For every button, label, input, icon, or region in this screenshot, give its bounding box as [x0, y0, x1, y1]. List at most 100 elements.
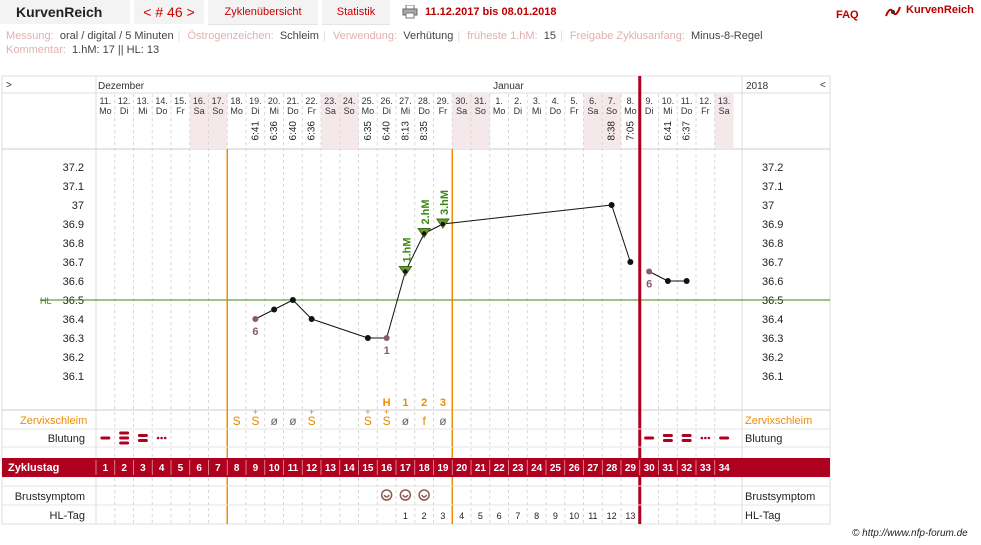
cycle-navigation[interactable]: < # 46 > [134, 0, 204, 24]
day-weekday: Do [418, 106, 430, 116]
temp-point [308, 316, 315, 322]
mucus-plus: + [253, 407, 258, 417]
faq-link[interactable]: FAQ [836, 9, 859, 21]
mucus-symbol: S [251, 414, 259, 428]
frueheste-value: 15 [543, 30, 556, 42]
cycle-day-number: 13 [325, 463, 337, 474]
measure-time: 6:40 [382, 121, 393, 141]
freigabe-value: Minus-8-Regel [691, 30, 763, 42]
y-tick-right: 36.9 [762, 219, 783, 231]
day-weekday: Di [514, 106, 523, 116]
day-date: 24. [343, 96, 356, 106]
temp-point [440, 221, 446, 227]
day-date: 28. [418, 96, 431, 106]
weekend-shade [471, 94, 490, 149]
cycle-day-number: 12 [306, 463, 318, 474]
nav-prev-arrow[interactable]: > [6, 80, 12, 91]
cycle-day-number: 1 [103, 463, 109, 474]
bleeding-spotting-dot [156, 436, 160, 440]
breast-symptom-icon [418, 489, 430, 501]
breast-symptom-icon [380, 489, 393, 501]
month-label-december: Dezember [98, 81, 145, 92]
temp-point [403, 269, 408, 274]
day-date: 15. [174, 96, 187, 106]
day-weekday: Di [382, 106, 391, 116]
day-weekday: Mi [269, 106, 279, 116]
day-date: 11. [99, 96, 111, 106]
temp-point [608, 202, 615, 208]
bleeding-bar [644, 436, 655, 440]
day-weekday: Mi [663, 106, 673, 116]
day-date: 13. [137, 96, 150, 106]
hm-label: 1.hM [401, 237, 413, 262]
temp-line-segment [611, 204, 631, 263]
bleeding-bar [662, 434, 673, 437]
day-weekday: So [606, 106, 617, 116]
day-date: 9. [645, 96, 653, 106]
hm-label: 3.hM [439, 190, 451, 215]
mucus-symbol: ø [289, 414, 297, 428]
day-weekday: Do [287, 106, 299, 116]
cycle-day-number: 34 [719, 463, 731, 474]
measure-time: 7:05 [625, 121, 636, 141]
day-weekday: Sa [719, 106, 730, 116]
cycle-day-number: 30 [644, 463, 656, 474]
cycle-day-number: 6 [196, 463, 202, 474]
bleeding-spotting-dot [707, 436, 711, 440]
day-weekday: Mi [532, 106, 542, 116]
nav-next-arrow[interactable]: < [820, 80, 826, 91]
messung-value: oral / digital / 5 Minuten [59, 30, 174, 42]
day-weekday: Mi [138, 106, 148, 116]
day-weekday: Sa [194, 106, 205, 116]
temp-line-segment [255, 309, 275, 320]
cycle-day-band [2, 458, 830, 477]
measure-time: 8:13 [400, 121, 411, 141]
day-weekday: Sa [456, 106, 467, 116]
y-tick-left: 36.6 [63, 276, 84, 288]
day-weekday: Di [251, 106, 260, 116]
day-date: 5. [570, 96, 578, 106]
year-label: 2018 [746, 81, 769, 92]
y-tick-left: 36.1 [63, 371, 84, 383]
cycle-day-number: 15 [362, 463, 374, 474]
mucus-symbol: ø [439, 414, 447, 428]
measure-time: 6:40 [288, 121, 299, 141]
exclusion-reason: 1 [384, 345, 390, 357]
bleeding-label-left: Blutung [48, 433, 85, 445]
y-tick-left: 36.7 [63, 257, 84, 269]
bleeding-label-right: Blutung [745, 433, 782, 445]
cycle-day-number: 22 [494, 463, 506, 474]
peak-marker: 3 [440, 397, 446, 409]
cycle-day-number: 5 [178, 463, 184, 474]
breast-symptom-icon-mark [420, 494, 428, 498]
weekend-shade [714, 94, 734, 149]
hl-day-number: 10 [569, 511, 579, 521]
hl-day-number: 11 [588, 511, 597, 521]
hl-day-number: 7 [515, 511, 520, 521]
cycle-day-number: 29 [625, 463, 637, 474]
y-tick-right: 37.1 [762, 181, 783, 193]
cycle-day-number: 18 [419, 463, 431, 474]
day-date: 7. [608, 96, 616, 106]
day-date: 20. [268, 96, 281, 106]
mucus-symbol: ø [270, 414, 278, 428]
mucus-symbol: S [233, 414, 241, 428]
day-date: 14. [155, 96, 168, 106]
cycle-day-number: 31 [662, 463, 674, 474]
day-weekday: Sa [587, 106, 598, 116]
day-date: 23. [324, 96, 337, 106]
measure-time: 8:38 [607, 121, 618, 141]
day-weekday: Mo [362, 106, 375, 116]
tab-cycle-overview[interactable]: Zyklenübersicht [208, 0, 318, 25]
mucus-label-left: Zervixschleim [20, 415, 87, 427]
printer-icon[interactable] [402, 5, 418, 19]
tab-statistics[interactable]: Statistik [322, 0, 390, 25]
cycle-day-number: 7 [215, 463, 221, 474]
weekend-shade [583, 94, 603, 149]
bleeding-bar [119, 441, 130, 445]
temp-line-segment [273, 299, 294, 310]
day-date: 25. [362, 96, 375, 106]
day-date: 27. [399, 96, 412, 106]
y-tick-right: 36.8 [762, 238, 783, 250]
mucus-label-right: Zervixschleim [745, 415, 812, 427]
